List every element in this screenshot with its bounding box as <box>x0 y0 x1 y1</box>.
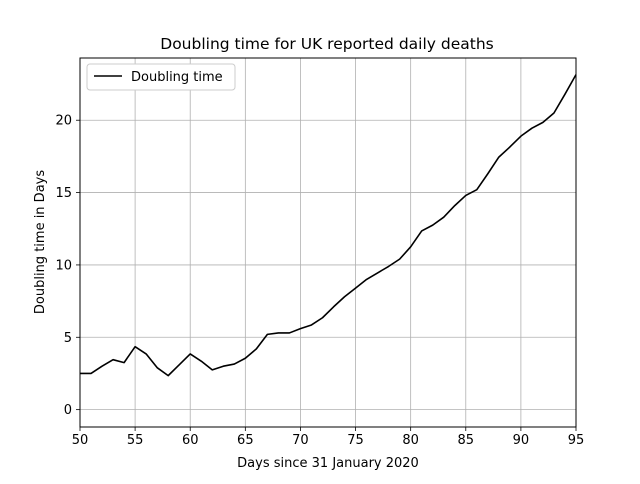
y-tick-label: 5 <box>64 331 72 346</box>
legend: Doubling time <box>86 63 236 91</box>
x-axis-label: Days since 31 January 2020 <box>237 456 419 471</box>
y-axis-label: Doubling time in Days <box>33 170 48 314</box>
x-tick-label: 55 <box>127 433 144 448</box>
x-tick-label: 70 <box>292 433 309 448</box>
x-tick-label: 60 <box>182 433 199 448</box>
series-lines <box>80 74 577 377</box>
legend-entry: Doubling time <box>131 70 223 85</box>
series-line-doubling-time <box>80 74 577 377</box>
x-tick-label: 95 <box>568 433 585 448</box>
plot-area <box>80 58 576 427</box>
chart-title: Doubling time for UK reported daily deat… <box>160 35 493 53</box>
plot-frame <box>79 57 577 428</box>
x-tick-label: 75 <box>347 433 364 448</box>
y-tick-label: 20 <box>55 114 72 129</box>
y-tick-label: 0 <box>64 403 72 418</box>
x-tick-label: 85 <box>458 433 475 448</box>
y-tick-label: 15 <box>55 186 72 201</box>
legend-box <box>86 63 236 91</box>
y-tick-label: 10 <box>55 258 72 273</box>
x-tick-label: 50 <box>72 433 89 448</box>
x-tick-label: 90 <box>513 433 530 448</box>
x-tick-label: 65 <box>237 433 254 448</box>
axis-ticks: 50 55 60 65 70 75 80 85 90 95 0 5 10 15 20 <box>55 114 584 448</box>
x-tick-label: 80 <box>402 433 419 448</box>
